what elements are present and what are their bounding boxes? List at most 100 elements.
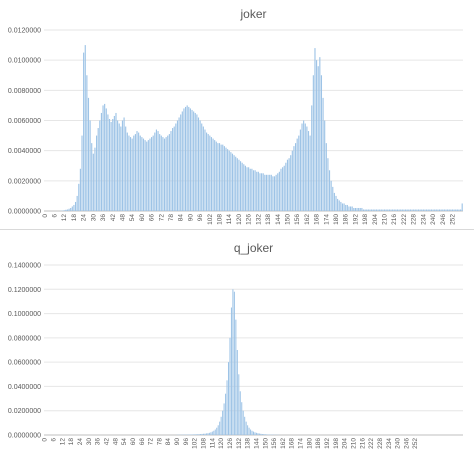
bar xyxy=(346,204,348,211)
x-tick-label: 54 xyxy=(129,214,136,222)
x-tick-label: 78 xyxy=(156,438,163,446)
x-tick-label: 186 xyxy=(315,438,322,449)
x-tick-label: 30 xyxy=(90,214,97,222)
y-tick-label: 0.1200000 xyxy=(8,287,41,294)
bar xyxy=(311,105,313,211)
chart-q-joker-svg: q_joker 0.0000000 0.0200000 0.0400000 0.0600… xyxy=(8,241,463,449)
bar xyxy=(267,174,269,211)
bar xyxy=(123,117,125,211)
x-tick-label: 144 xyxy=(253,438,260,449)
bar xyxy=(413,209,415,211)
bar xyxy=(202,433,205,435)
x-tick-label: 180 xyxy=(333,214,340,225)
bar xyxy=(388,209,390,211)
bar xyxy=(225,147,227,211)
x-tick-label: 138 xyxy=(265,214,272,225)
bar xyxy=(159,134,161,211)
bar xyxy=(236,350,238,435)
bar xyxy=(193,111,195,211)
y-tick-label: 0.1000000 xyxy=(8,311,41,318)
bar xyxy=(320,75,323,211)
bar xyxy=(430,209,433,211)
bar xyxy=(262,173,264,211)
bar xyxy=(71,206,73,211)
bar xyxy=(236,158,238,211)
bar xyxy=(282,167,284,211)
bar xyxy=(118,123,120,211)
bar xyxy=(432,209,434,211)
bar xyxy=(241,402,243,435)
bar xyxy=(160,135,162,211)
bar xyxy=(178,117,180,211)
bar xyxy=(314,48,316,211)
bar xyxy=(136,131,138,211)
bar xyxy=(196,114,198,211)
x-tick-label: 246 xyxy=(440,214,447,225)
bar xyxy=(330,180,332,211)
bar xyxy=(254,170,256,211)
bar xyxy=(200,434,202,435)
bar xyxy=(396,209,399,211)
bar xyxy=(222,144,224,211)
bar xyxy=(349,206,352,211)
bar xyxy=(385,209,387,211)
bar xyxy=(291,150,293,211)
bar xyxy=(283,165,285,211)
bar xyxy=(377,209,379,211)
bar xyxy=(235,156,237,211)
bar xyxy=(207,433,209,435)
x-tick-label: 6 xyxy=(52,214,59,218)
x-tick-label: 90 xyxy=(187,214,194,222)
bar xyxy=(172,128,174,211)
x-tick-label: 36 xyxy=(100,214,107,222)
x-tick-label: 156 xyxy=(271,438,278,449)
bar xyxy=(299,129,301,211)
x-tick-label: 78 xyxy=(168,214,175,222)
bar xyxy=(303,120,305,211)
bar xyxy=(176,120,179,211)
bar xyxy=(210,432,212,435)
bar xyxy=(152,135,154,211)
bar xyxy=(325,143,327,211)
bar xyxy=(251,430,253,435)
bar xyxy=(230,307,232,435)
x-tick-label: 42 xyxy=(110,214,117,222)
bar xyxy=(244,416,246,435)
bar xyxy=(155,129,158,211)
bar xyxy=(233,291,235,435)
bar xyxy=(205,433,207,435)
bar xyxy=(252,170,255,211)
bar xyxy=(128,135,130,211)
bar xyxy=(252,431,255,435)
bar xyxy=(76,195,78,211)
x-tick-label: 192 xyxy=(352,214,359,225)
bar xyxy=(258,433,260,435)
bar xyxy=(192,434,194,435)
bar xyxy=(393,209,395,211)
chart-title: q_joker xyxy=(234,241,273,255)
bar xyxy=(417,209,420,211)
bar xyxy=(151,137,153,211)
bar xyxy=(270,174,272,211)
bar xyxy=(191,109,193,211)
x-tick-label: 132 xyxy=(236,438,243,449)
x-tick-label: 24 xyxy=(81,214,88,222)
bar xyxy=(105,108,107,211)
bar xyxy=(70,207,72,211)
x-tick-label: 108 xyxy=(201,438,208,449)
bar xyxy=(261,434,263,435)
bar xyxy=(265,174,268,211)
y-tick-label: 0.0400000 xyxy=(8,384,41,391)
bar xyxy=(405,209,407,211)
x-tick-label: 114 xyxy=(209,438,216,449)
bar xyxy=(170,131,172,211)
x-tick-label: 72 xyxy=(148,438,155,446)
bar xyxy=(181,111,183,211)
x-tick-label: 216 xyxy=(391,214,398,225)
bar xyxy=(362,209,365,211)
bar xyxy=(233,155,235,211)
bar xyxy=(104,103,106,211)
bar xyxy=(280,168,282,211)
bar xyxy=(163,138,166,211)
bar xyxy=(443,209,445,211)
